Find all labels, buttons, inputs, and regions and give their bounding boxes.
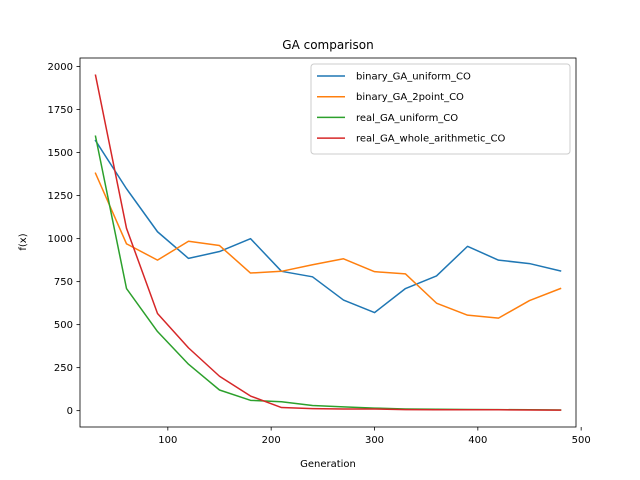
legend-label-1: binary_GA_uniform_CO bbox=[356, 72, 471, 83]
x-tick-label: 400 bbox=[468, 435, 487, 446]
x-axis-label: Generation bbox=[300, 459, 356, 470]
series-line-1 bbox=[94, 139, 562, 314]
y-axis-label: f(x) bbox=[18, 233, 29, 250]
legend-label-2: binary_GA_2point_CO bbox=[356, 92, 464, 103]
y-tick-label: 1750 bbox=[48, 105, 73, 116]
chart-title: GA comparison bbox=[282, 38, 373, 52]
y-tick-label: 1000 bbox=[48, 234, 73, 245]
plot-frame bbox=[79, 57, 577, 428]
y-tick-label: 2000 bbox=[48, 62, 73, 73]
legend-label-4: real_GA_whole_arithmetic_CO bbox=[356, 134, 505, 145]
series-lines bbox=[94, 74, 562, 411]
x-tick-label: 300 bbox=[365, 435, 384, 446]
x-tick-label: 100 bbox=[158, 435, 177, 446]
y-tick-label: 500 bbox=[54, 320, 73, 331]
y-tick-label: 1500 bbox=[48, 148, 73, 159]
x-tick-label: 500 bbox=[572, 435, 591, 446]
series-line-4 bbox=[94, 74, 562, 411]
legend-box bbox=[310, 63, 571, 155]
series-line-2 bbox=[94, 172, 562, 319]
y-tick-label: 250 bbox=[54, 363, 73, 374]
axes: 100 200 300 400 500 0 250 500 750 1000 1250 1500 175… bbox=[48, 57, 591, 446]
y-tick-label: 1250 bbox=[48, 191, 73, 202]
legend-label-3: real_GA_uniform_CO bbox=[356, 113, 458, 124]
y-tick-label: 0 bbox=[67, 406, 73, 417]
legend: binary_GA_uniform_CO binary_GA_2point_COr… bbox=[310, 63, 571, 155]
y-tick-label: 750 bbox=[54, 277, 73, 288]
x-tick-label: 200 bbox=[262, 435, 281, 446]
